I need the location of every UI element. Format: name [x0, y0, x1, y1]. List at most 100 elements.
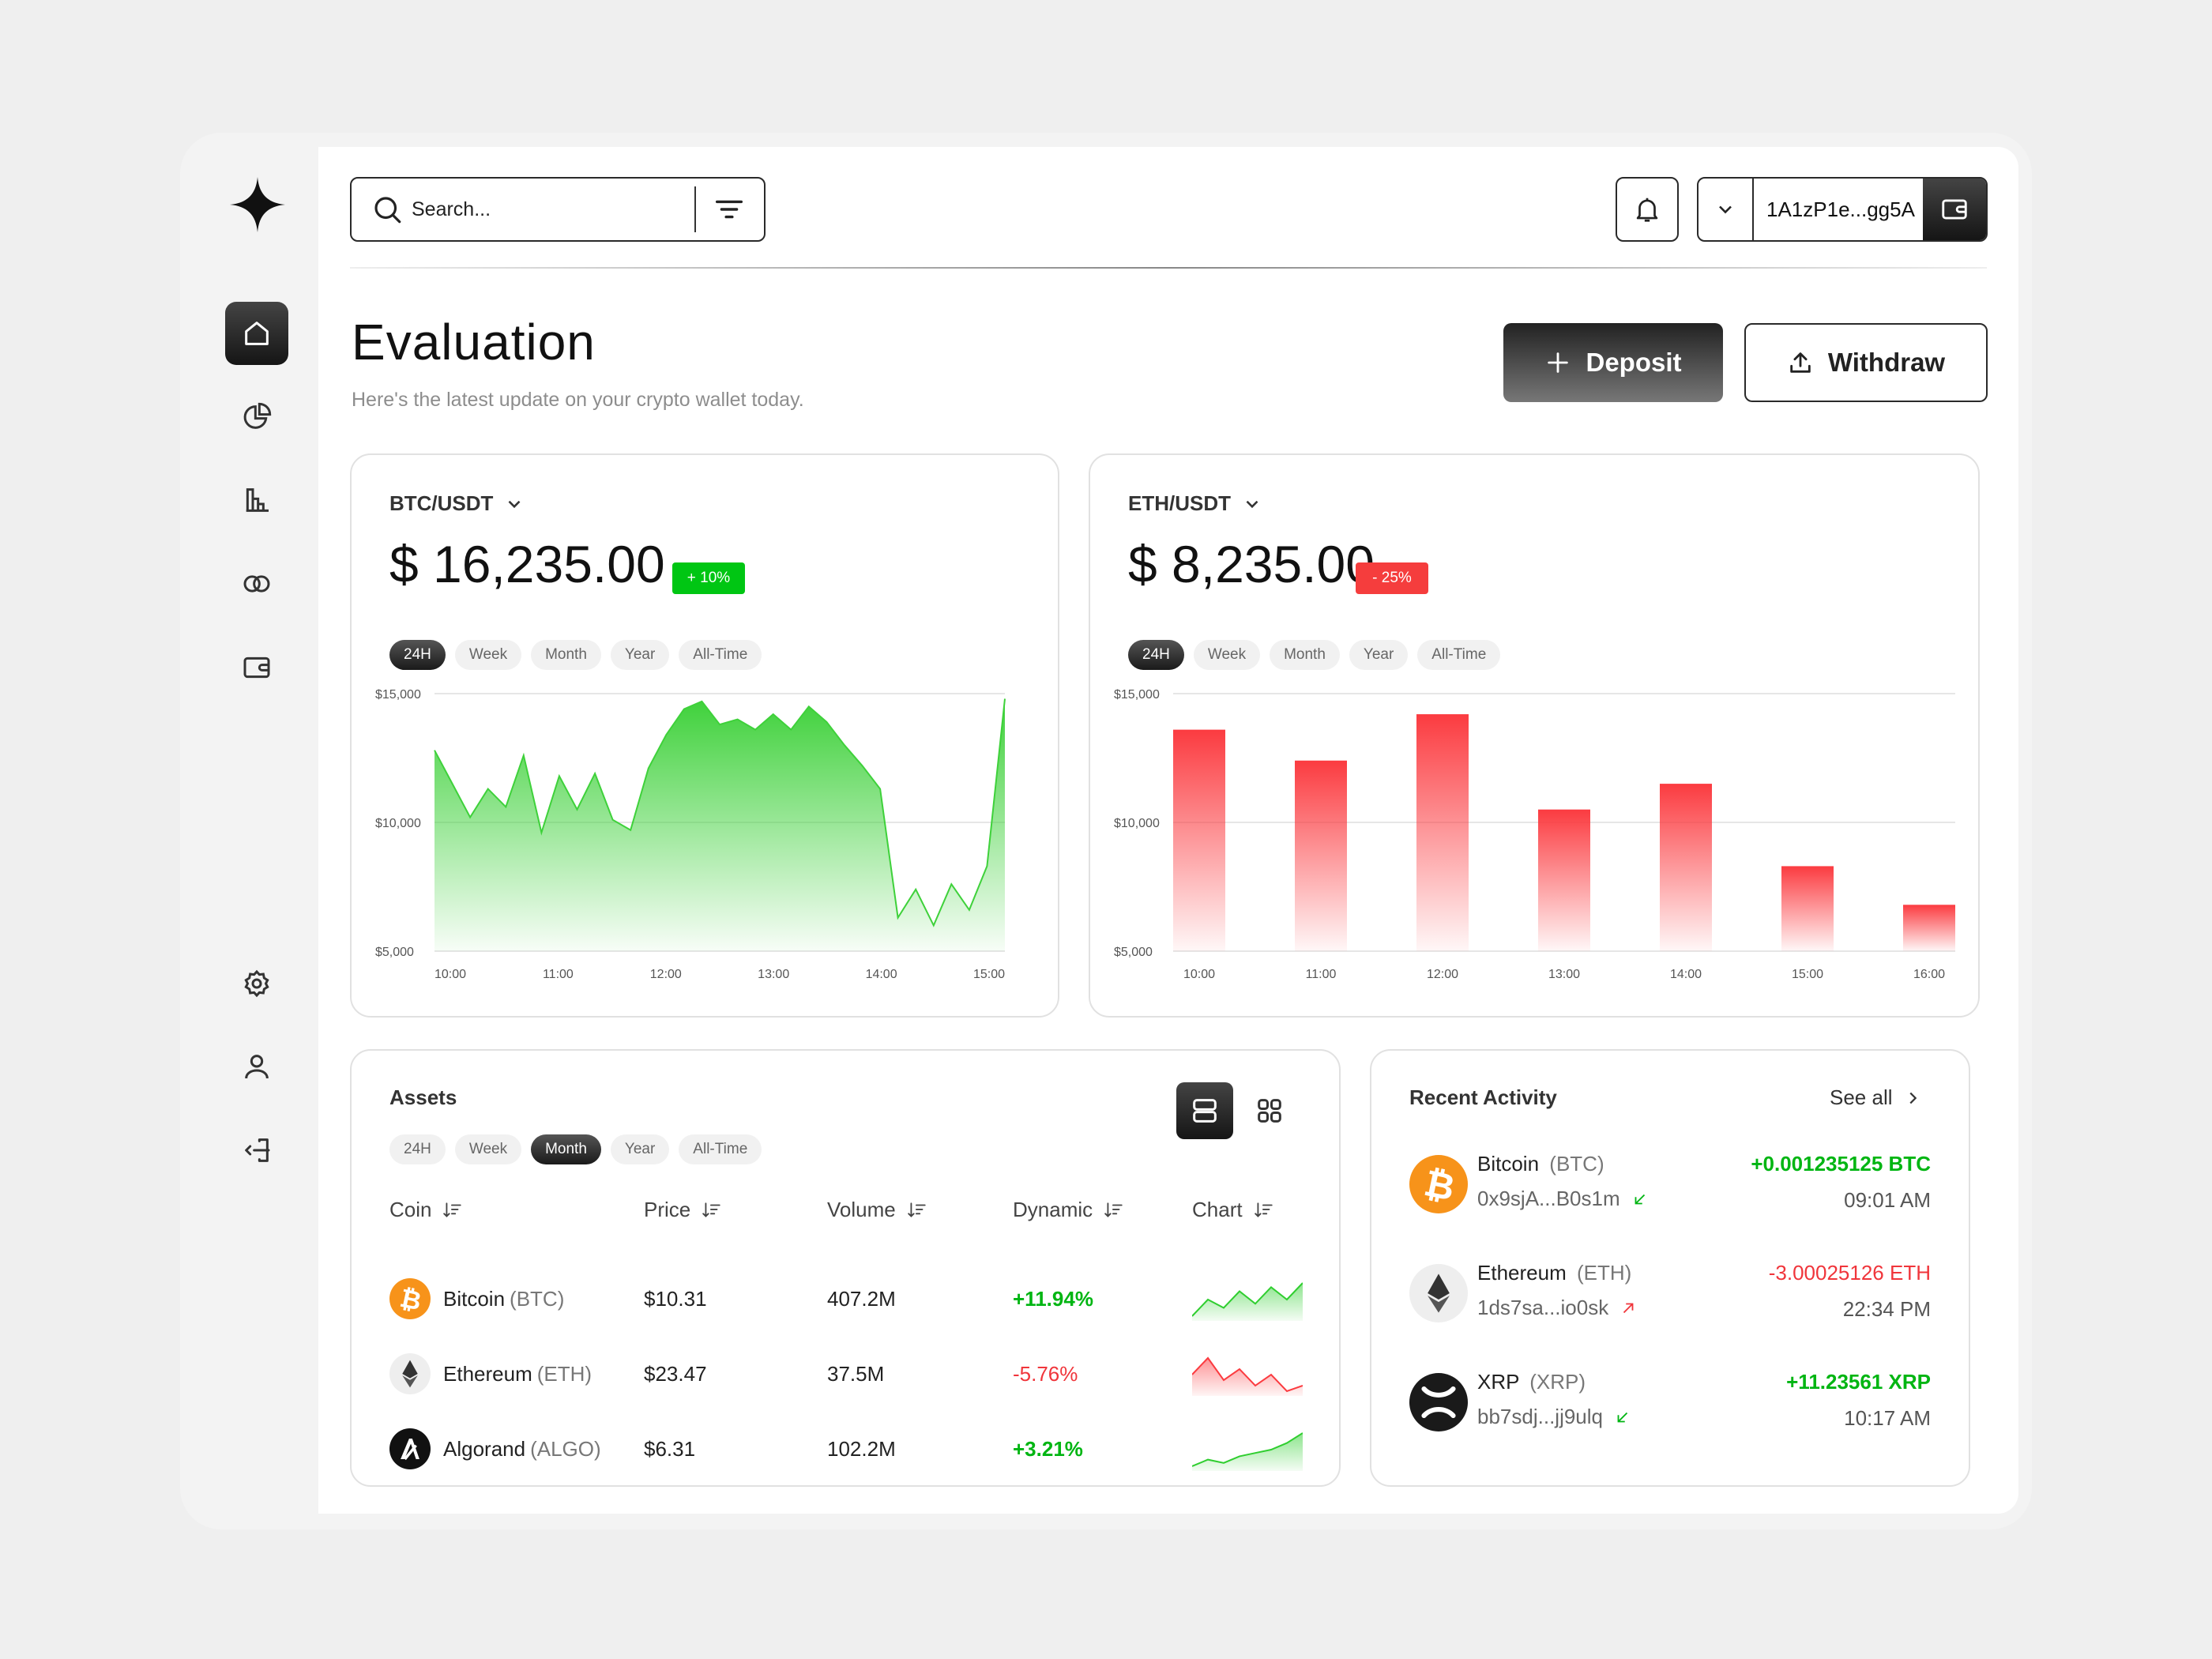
asset-row[interactable]: ₿ Bitcoin (BTC) $10.31 407.2M +11.94%: [389, 1275, 1315, 1322]
btc-chart-card: BTC/USDT $ 16,235.00 + 10% 24H Week Month Y…: [350, 453, 1059, 1018]
filter-icon[interactable]: [711, 191, 747, 228]
list-view-button[interactable]: [1176, 1082, 1233, 1139]
gear-icon: [244, 969, 269, 998]
btc-x-tick: 12:00: [650, 968, 682, 981]
btc-x-tick: 14:00: [866, 968, 897, 981]
eth-y-tick: $15,000: [1114, 688, 1160, 702]
btc-area-chart: $15,000 $10,000 $5,000 10:00 11:00 12:00 13:00…: [375, 688, 1006, 981]
withdraw-label: Withdraw: [1827, 348, 1946, 377]
search-divider: [694, 186, 696, 232]
nav-wallet[interactable]: [225, 636, 288, 699]
sparkline-chart: [1192, 1356, 1303, 1396]
eth-tab-month[interactable]: Month: [1270, 640, 1340, 670]
activity-symbol: (BTC): [1549, 1152, 1604, 1176]
nav-profile[interactable]: [225, 1035, 288, 1098]
sort-icon: [1104, 1202, 1123, 1217]
nav-portfolio[interactable]: [225, 386, 288, 449]
btc-tab-24h[interactable]: 24H: [389, 640, 446, 670]
wallet-button[interactable]: [1923, 179, 1986, 240]
page-subtitle: Here's the latest update on your crypto …: [352, 389, 804, 411]
asset-name: Bitcoin: [443, 1286, 506, 1311]
eth-tab-week[interactable]: Week: [1193, 640, 1261, 670]
column-header-volume[interactable]: Volume: [827, 1198, 931, 1222]
activity-address-row: 1ds7sa...io0sk: [1477, 1296, 1637, 1320]
search-input[interactable]: [412, 198, 672, 221]
ethereum-icon: [389, 1353, 431, 1394]
sort-icon: [702, 1202, 720, 1217]
activity-item[interactable]: Ethereum (ETH) 1ds7sa...io0sk -3.00025126 …: [1409, 1253, 1931, 1332]
grid-view-button[interactable]: [1241, 1082, 1298, 1139]
nav-logout[interactable]: [225, 1119, 288, 1182]
eth-tab-year[interactable]: Year: [1349, 640, 1409, 670]
column-header-label: Coin: [389, 1198, 432, 1221]
asset-row[interactable]: Algorand (ALGO) $6.31 102.2M +3.21%: [389, 1425, 1315, 1473]
see-all-link[interactable]: See all: [1830, 1085, 1921, 1110]
wallet-icon: [243, 656, 270, 679]
eth-pair-selector[interactable]: ETH/USDT: [1128, 491, 1262, 516]
activity-time: 22:34 PM: [1842, 1297, 1931, 1321]
asset-volume: 102.2M: [827, 1436, 896, 1461]
assets-tab-year[interactable]: Year: [610, 1134, 670, 1164]
asset-dynamic: +3.21%: [1013, 1436, 1083, 1461]
column-header-label: Price: [644, 1198, 691, 1221]
wallet-address: 1A1zP1e...gg5A: [1766, 197, 1915, 221]
activity-coin-name: XRP (XRP): [1477, 1370, 1586, 1394]
btc-pair-selector[interactable]: BTC/USDT: [389, 491, 525, 516]
nav-settings[interactable]: [225, 952, 288, 1015]
activity-item[interactable]: XRP (XRP) bb7sdj...jj9ulq +11.23561 XRP 10:…: [1409, 1362, 1931, 1441]
activity-coin-icon: ₿: [1409, 1155, 1468, 1213]
assets-tab-all-time[interactable]: All-Time: [679, 1134, 762, 1164]
nav-home[interactable]: [225, 302, 288, 365]
sparkline-line: [1192, 1356, 1303, 1393]
wallet-selector[interactable]: 1A1zP1e...gg5A: [1697, 177, 1988, 242]
eth-x-tick: 12:00: [1427, 968, 1458, 981]
notifications-button[interactable]: [1616, 177, 1679, 242]
column-header-price[interactable]: Price: [644, 1198, 725, 1222]
btc-change-badge: + 10%: [672, 562, 745, 594]
activity-address-row: bb7sdj...jj9ulq: [1477, 1405, 1631, 1429]
btc-x-tick: 11:00: [543, 968, 574, 981]
nav-analytics[interactable]: [225, 468, 288, 532]
column-header-chart[interactable]: Chart: [1192, 1198, 1277, 1222]
eth-x-tick: 14:00: [1670, 968, 1702, 981]
btc-tab-week[interactable]: Week: [454, 640, 522, 670]
eth-price: $ 8,235.00: [1128, 535, 1375, 593]
column-header-dynamic[interactable]: Dynamic: [1013, 1198, 1127, 1222]
main-panel: 1A1zP1e...gg5A Evaluation Here's the lat…: [318, 147, 2018, 1514]
logo-star-icon[interactable]: [230, 177, 285, 232]
activity-item[interactable]: ₿ Bitcoin (BTC) 0x9sjA...B0s1m +0.001235125…: [1409, 1144, 1931, 1223]
eth-tab-all-time[interactable]: All-Time: [1417, 640, 1501, 670]
coin-icon-wrap: [389, 1353, 431, 1394]
activity-amount: +11.23561 XRP: [1786, 1370, 1931, 1394]
eth-tab-24h[interactable]: 24H: [1128, 640, 1184, 670]
assets-tab-24h[interactable]: 24H: [389, 1134, 446, 1164]
asset-name: Algorand: [443, 1436, 526, 1461]
assets-tab-month[interactable]: Month: [531, 1134, 601, 1164]
asset-sparkline: [1192, 1350, 1303, 1398]
activity-name: Bitcoin: [1477, 1152, 1540, 1176]
eth-y-tick: $5,000: [1114, 946, 1153, 959]
column-header-coin[interactable]: Coin: [389, 1198, 466, 1222]
sparkline-chart: [1192, 1282, 1303, 1321]
xrp-icon: [1409, 1373, 1468, 1431]
deposit-button[interactable]: Deposit: [1503, 323, 1723, 402]
btc-pair-label: BTC/USDT: [389, 491, 494, 515]
btc-area-fill: [434, 698, 1005, 951]
column-header-label: Dynamic: [1013, 1198, 1093, 1221]
btc-tab-all-time[interactable]: All-Time: [679, 640, 762, 670]
withdraw-button[interactable]: Withdraw: [1744, 323, 1988, 402]
assets-tab-week[interactable]: Week: [454, 1134, 522, 1164]
btc-tab-month[interactable]: Month: [531, 640, 601, 670]
nav-exchange[interactable]: [225, 552, 288, 615]
btc-tab-year[interactable]: Year: [610, 640, 670, 670]
eth-x-tick: 15:00: [1792, 968, 1823, 981]
asset-row[interactable]: Ethereum (ETH) $23.47 37.5M -5.76%: [389, 1350, 1315, 1398]
grid-view-icon: [1258, 1099, 1281, 1123]
sort-icon: [907, 1202, 926, 1217]
asset-volume: 37.5M: [827, 1361, 885, 1386]
wallet-dropdown[interactable]: [1698, 179, 1754, 240]
asset-coin: Ethereum (ETH): [389, 1350, 592, 1398]
sparkline-chart: [1192, 1432, 1303, 1471]
plus-icon: [1548, 352, 1569, 373]
activity-symbol: (XRP): [1529, 1370, 1586, 1394]
